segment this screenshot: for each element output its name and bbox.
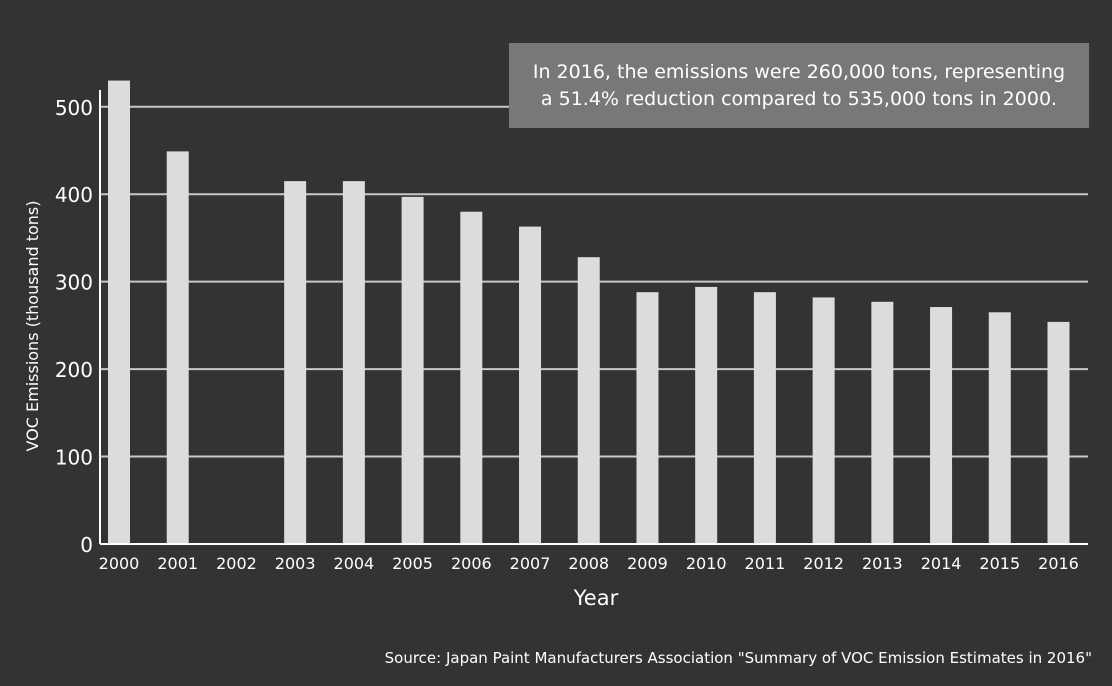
x-tick-label: 2004 <box>334 554 375 573</box>
bar-2015 <box>988 312 1011 544</box>
bar-2008 <box>577 257 600 544</box>
tick-labels: 0 100 200 300 400 500 2000 2001 2002 2003 2004 2005… <box>55 96 1079 573</box>
bar-2004 <box>342 181 365 544</box>
bar-2012 <box>812 297 835 544</box>
x-tick-label: 2015 <box>979 554 1020 573</box>
bar-2001 <box>166 151 189 544</box>
y-tick-label: 400 <box>55 183 93 207</box>
bar-2013 <box>871 301 894 544</box>
annotation-box: In 2016, the emissions were 260,000 tons… <box>509 43 1089 128</box>
x-tick-label: 2014 <box>921 554 962 573</box>
bar-2006 <box>460 211 483 544</box>
bar-2003 <box>284 181 307 544</box>
x-tick-label: 2007 <box>510 554 551 573</box>
x-tick-label: 2010 <box>686 554 727 573</box>
y-tick-label: 200 <box>55 358 93 382</box>
x-tick-label: 2003 <box>275 554 316 573</box>
y-axis-label: VOC Emissions (thousand tons) <box>23 200 42 451</box>
bar-2011 <box>753 292 776 544</box>
x-tick-label: 2008 <box>568 554 609 573</box>
bar-2010 <box>695 286 718 544</box>
annotation-line-2: a 51.4% reduction compared to 535,000 to… <box>540 88 1058 110</box>
x-tick-label: 2016 <box>1038 554 1079 573</box>
x-tick-label: 2006 <box>451 554 492 573</box>
bar-2009 <box>636 292 659 544</box>
x-tick-label: 2000 <box>99 554 140 573</box>
bar-2014 <box>930 307 953 544</box>
x-tick-label: 2001 <box>157 554 198 573</box>
bar-2016 <box>1047 321 1070 544</box>
x-tick-label: 2005 <box>392 554 433 573</box>
y-tick-label: 300 <box>55 271 93 295</box>
annotation-line-1: In 2016, the emissions were 260,000 tons… <box>532 61 1066 83</box>
source-note: Source: Japan Paint Manufacturers Associ… <box>384 649 1092 667</box>
x-tick-label: 2009 <box>627 554 668 573</box>
x-tick-label: 2002 <box>216 554 257 573</box>
y-tick-label: 500 <box>55 96 93 120</box>
x-axis-label: Year <box>573 586 619 610</box>
bar-2005 <box>401 196 424 544</box>
bar-2007 <box>519 226 542 544</box>
y-tick-label: 0 <box>80 533 93 557</box>
bar-2000 <box>108 80 130 545</box>
bars <box>108 80 1070 545</box>
axes <box>99 90 1088 545</box>
x-tick-label: 2013 <box>862 554 903 573</box>
y-tick-label: 100 <box>55 446 93 470</box>
x-tick-label: 2012 <box>803 554 844 573</box>
x-tick-label: 2011 <box>745 554 786 573</box>
